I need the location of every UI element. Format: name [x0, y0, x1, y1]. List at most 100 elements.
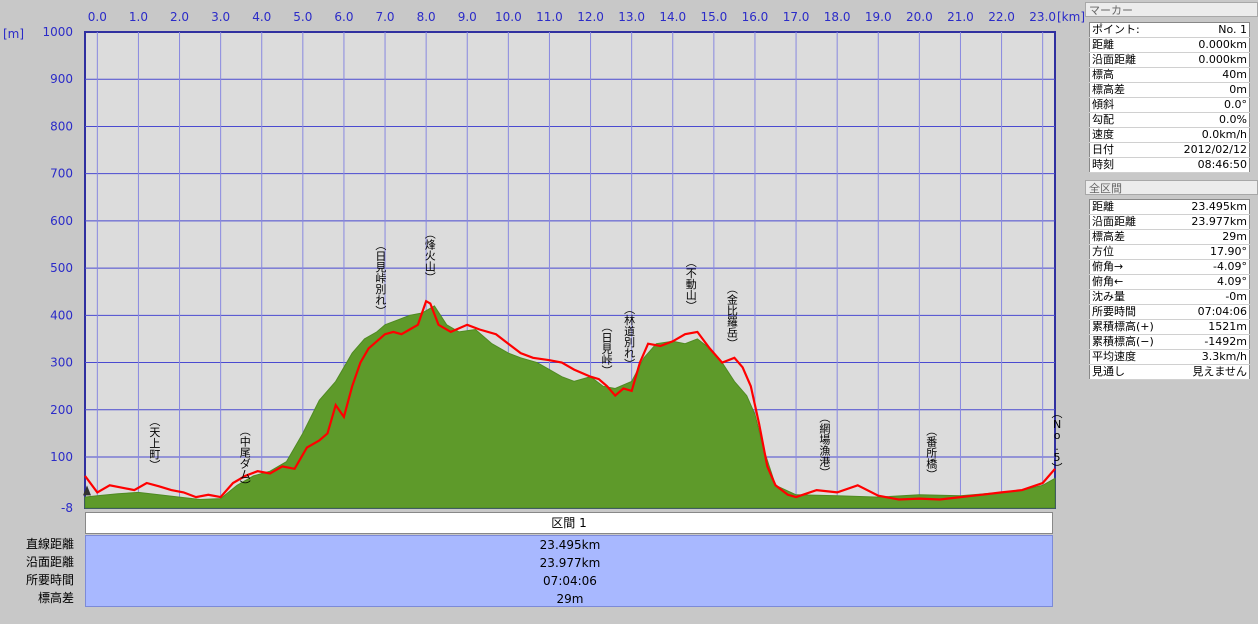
total-row: 俯角→ -4.09°	[1089, 260, 1250, 275]
x-tick-label: 19.0	[865, 10, 892, 24]
total-row: 所要時間 07:04:06	[1089, 305, 1250, 320]
waypoint-label: ︵日見峠︶	[601, 320, 612, 377]
marker-row-label: 傾斜	[1092, 98, 1114, 111]
y-tick-label: 900	[50, 72, 73, 86]
total-row: 沈み量 -0m	[1089, 290, 1250, 305]
x-tick-label: 23.0	[1029, 10, 1056, 24]
marker-row-label: ポイント:	[1092, 23, 1140, 36]
y-tick-label: 500	[50, 261, 73, 275]
x-tick-label: 21.0	[947, 10, 974, 24]
y-tick-label: 100	[50, 450, 73, 464]
marker-row: 勾配 0.0%	[1089, 113, 1250, 128]
marker-row-label: 日付	[1092, 143, 1114, 156]
x-tick-label: 18.0	[824, 10, 851, 24]
x-tick-label: 4.0	[252, 10, 271, 24]
section-stat-value: 23.977km	[539, 556, 601, 570]
total-row: 見通し 見えません	[1089, 365, 1250, 380]
x-tick-label: 2.0	[170, 10, 189, 24]
marker-row-label: 標高	[1092, 68, 1114, 81]
total-row: 距離 23.495km	[1089, 200, 1250, 215]
x-tick-label: 11.0	[536, 10, 563, 24]
x-tick-label: 12.0	[577, 10, 604, 24]
total-row: 累積標高(−) -1492m	[1089, 335, 1250, 350]
marker-row-value: No. 1	[1218, 23, 1247, 36]
section-stat-value: 07:04:06	[543, 574, 597, 588]
marker-row-value: 40m	[1222, 68, 1247, 81]
marker-row-value: 0.000km	[1198, 53, 1247, 66]
waypoint-label: ︵烽火山︶	[425, 227, 436, 284]
section-stat-value: 29m	[556, 592, 584, 606]
y-tick-label: 1000	[42, 25, 73, 39]
x-tick-label: 0.0	[88, 10, 107, 24]
total-row-label: 所要時間	[1092, 305, 1136, 318]
marker-row: 日付 2012/02/12	[1089, 143, 1250, 158]
total-row-value: 29m	[1222, 230, 1247, 243]
y-tick-label: 800	[50, 119, 73, 133]
marker-row-label: 時刻	[1092, 158, 1114, 171]
x-tick-label: 14.0	[659, 10, 686, 24]
waypoint-label: ︵中尾ダム︶	[240, 424, 251, 492]
x-tick-label: 7.0	[375, 10, 394, 24]
y-tick-label: 600	[50, 214, 73, 228]
marker-row: 標高 40m	[1089, 68, 1250, 83]
total-row-label: 見通し	[1092, 365, 1125, 378]
section-stat-label: 標高差	[37, 591, 74, 605]
total-row-label: 沈み量	[1092, 290, 1125, 303]
total-row-value: -0m	[1225, 290, 1247, 303]
marker-row: 距離 0.000km	[1089, 38, 1250, 53]
section-stat-label: 直線距離	[25, 537, 74, 551]
total-row-value: -4.09°	[1213, 260, 1247, 273]
y-tick-label: 300	[50, 356, 73, 370]
y-tick-label: 400	[50, 308, 73, 322]
total-row-label: 標高差	[1092, 230, 1125, 243]
section-title: 区間 1	[85, 512, 1053, 534]
total-row-value: 見えません	[1192, 365, 1247, 378]
start-marker	[83, 485, 91, 496]
x-unit-label: [km]	[1057, 10, 1085, 24]
track-line	[84, 299, 1056, 501]
terrain-area	[84, 305, 1056, 509]
total-header: 全区間	[1085, 180, 1258, 195]
waypoint-label: ︵金比羅岳︶	[727, 283, 738, 351]
x-tick-label: 13.0	[618, 10, 645, 24]
total-row-value: 23.495km	[1191, 200, 1247, 213]
marker-row-value: 2012/02/12	[1183, 143, 1247, 156]
section-stat-label: 所要時間	[25, 573, 74, 587]
marker-row: 標高差 0m	[1089, 83, 1250, 98]
total-row-label: 沿面距離	[1092, 215, 1136, 228]
marker-row: 時刻 08:46:50	[1089, 158, 1250, 173]
marker-row-label: 沿面距離	[1092, 53, 1136, 66]
x-tick-label: 20.0	[906, 10, 933, 24]
waypoint-label: ︵林道別れ︶	[624, 303, 635, 371]
marker-header: マーカー	[1085, 2, 1258, 17]
total-row-label: 俯角←	[1092, 275, 1124, 288]
marker-row: 速度 0.0km/h	[1089, 128, 1250, 143]
marker-row-value: 0.0km/h	[1201, 128, 1247, 141]
total-row: 沿面距離 23.977km	[1089, 215, 1250, 230]
y-tick-label: 700	[50, 167, 73, 181]
total-row-value: -1492m	[1204, 335, 1247, 348]
marker-row-value: 0m	[1229, 83, 1247, 96]
waypoint-label: ︵網場漁港︶	[819, 412, 830, 480]
total-row-value: 23.977km	[1191, 215, 1247, 228]
x-tick-label: 9.0	[458, 10, 477, 24]
x-tick-label: 6.0	[334, 10, 353, 24]
total-row-value: 07:04:06	[1197, 305, 1247, 318]
marker-row-value: 0.0°	[1224, 98, 1247, 111]
marker-row: 傾斜 0.0°	[1089, 98, 1250, 113]
x-tick-label: 17.0	[783, 10, 810, 24]
x-tick-label: 15.0	[700, 10, 727, 24]
x-tick-label: 8.0	[417, 10, 436, 24]
y-tick-label: -8	[61, 501, 73, 512]
x-tick-label: 1.0	[129, 10, 148, 24]
total-row: 方位 17.90°	[1089, 245, 1250, 260]
total-row-label: 平均速度	[1092, 350, 1136, 363]
section-stat-label: 沿面距離	[25, 555, 74, 569]
marker-table: ポイント: No. 1 距離 0.000km 沿面距離 0.000km 標高 40m 標高差 0m…	[1089, 22, 1250, 173]
marker-row-label: 標高差	[1092, 83, 1125, 96]
x-tick-label: 3.0	[211, 10, 230, 24]
total-row: 俯角← 4.09°	[1089, 275, 1250, 290]
total-row: 標高差 29m	[1089, 230, 1250, 245]
marker-row: ポイント: No. 1	[1089, 23, 1250, 38]
